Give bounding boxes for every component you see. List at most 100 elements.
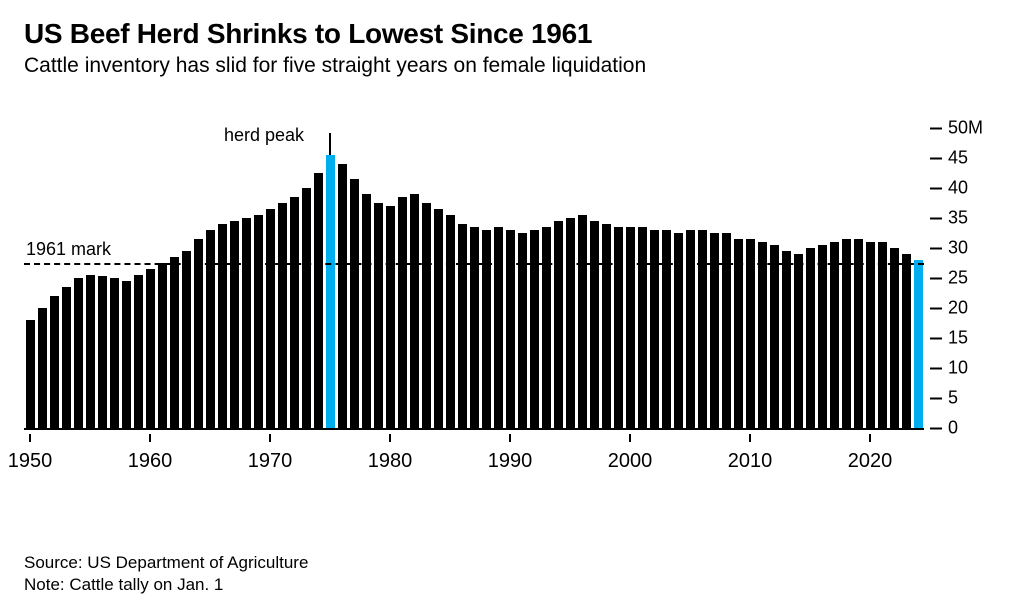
bar [506,230,515,428]
bar [350,179,359,428]
bar [578,215,587,428]
x-tick-mark [269,434,271,442]
bar [410,194,419,428]
bar [158,263,167,428]
y-tick-label: 0 [948,418,958,438]
x-axis: 19501960197019801990200020102020 [24,434,924,474]
bar [218,224,227,428]
chart-area: 1961 markherd peak 50M454035302520151050… [24,128,984,488]
bar [770,245,779,428]
y-tick-mark [930,188,942,190]
bar [914,260,923,428]
bar [26,320,35,428]
bar [74,278,83,428]
bar [386,206,395,428]
y-tick-label: 30 [948,238,968,258]
x-tick-mark [509,434,511,442]
bar [254,215,263,428]
bar [470,227,479,428]
y-tick-mark [930,248,942,250]
bar [86,275,95,428]
bar [206,230,215,428]
bar [182,251,191,428]
reference-label: 1961 mark [26,239,115,260]
y-tick-label: 20 [948,298,968,318]
y-tick-mark [930,398,942,400]
y-tick: 40 [924,178,968,199]
bar [842,239,851,428]
y-tick: 15 [924,328,968,349]
bar [62,287,71,428]
bar [314,173,323,428]
x-tick-label: 1960 [128,450,173,473]
bar [590,221,599,428]
bar [458,224,467,428]
y-tick-label: 10 [948,358,968,378]
bar [746,239,755,428]
reference-line [24,263,924,265]
bar [890,248,899,428]
bar [566,218,575,428]
bar [854,239,863,428]
x-tick-mark [389,434,391,442]
x-tick-mark [29,434,31,442]
y-tick-mark [930,218,942,220]
y-tick: 30 [924,238,968,259]
bar [242,218,251,428]
y-tick: 10 [924,358,968,379]
y-tick-label: 45 [948,148,968,168]
y-tick-label: 15 [948,328,968,348]
bar [302,188,311,428]
bar [734,239,743,428]
bar [326,155,335,428]
source-text: Source: US Department of Agriculture [24,553,308,573]
x-tick-label: 2020 [848,450,893,473]
bar [230,221,239,428]
bar [338,164,347,428]
callout-label: herd peak [220,125,308,146]
y-tick-mark [930,428,942,430]
bar [830,242,839,428]
bar [818,245,827,428]
chart-footer: Source: US Department of Agriculture Not… [24,551,308,597]
y-tick-mark [930,158,942,160]
bar [614,227,623,428]
y-tick-label: 50M [948,118,983,138]
bar [686,230,695,428]
y-tick-label: 5 [948,388,958,408]
bar [110,278,119,428]
y-tick: 20 [924,298,968,319]
bar [422,203,431,428]
x-tick-mark [629,434,631,442]
y-tick-mark [930,368,942,370]
x-tick-label: 1980 [368,450,413,473]
y-tick-mark [930,128,942,130]
plot-region: 1961 mark herd peak [24,128,924,430]
bar [662,230,671,428]
x-tick-mark [749,434,751,442]
bar [638,227,647,428]
y-tick: 25 [924,268,968,289]
x-tick-mark [149,434,151,442]
bar [374,203,383,428]
x-tick-label: 2000 [608,450,653,473]
callout-line [329,133,331,155]
x-tick-label: 1990 [488,450,533,473]
bar [494,227,503,428]
bar [806,248,815,428]
y-tick-label: 35 [948,208,968,228]
x-tick-label: 2010 [728,450,773,473]
bar [122,281,131,428]
bar [446,215,455,428]
x-tick-mark [869,434,871,442]
bar [542,227,551,428]
bar [146,269,155,428]
y-tick: 50M [924,118,983,139]
bar [758,242,767,428]
bar [626,227,635,428]
bar [878,242,887,428]
y-axis: 50M454035302520151050 [924,128,984,428]
bar [194,239,203,428]
bar [266,209,275,428]
y-tick-mark [930,278,942,280]
